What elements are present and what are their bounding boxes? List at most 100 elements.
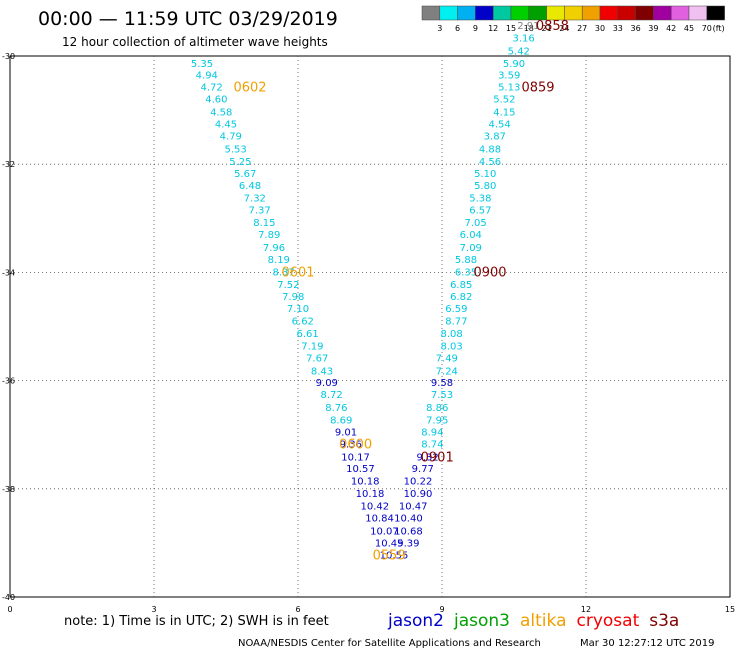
- wave-height-label: 7.89: [258, 230, 280, 241]
- legend-item-jason2: jason2: [387, 611, 444, 631]
- map-frame: [9, 55, 731, 598]
- color-bar-swatch: [475, 5, 494, 21]
- wave-height-label: 5.53: [224, 145, 246, 156]
- wave-height-label: 4.15: [493, 108, 515, 119]
- wave-height-label: 6.35: [455, 267, 477, 278]
- footer-timestamp: Mar 30 12:27:12 UTC 2019: [580, 638, 715, 649]
- wave-height-label: 6.57: [469, 206, 491, 217]
- wave-height-label: 5.67: [234, 169, 256, 180]
- color-bar-tick-label: 30: [595, 24, 605, 33]
- map-grid: [10, 56, 730, 597]
- wave-height-label: 5.80: [474, 181, 496, 192]
- color-bar-tick-label: 9: [473, 24, 478, 33]
- legend-item-jason3: jason3: [453, 611, 510, 631]
- color-bar-tick-label: 36: [631, 24, 641, 33]
- x-tick-label: 9: [439, 605, 444, 614]
- color-bar-tick-label: 6: [455, 24, 460, 33]
- wave-height-label: 6.59: [445, 304, 467, 315]
- wave-height-label: 9.39: [397, 538, 419, 549]
- color-bar-tick-label: 33: [613, 24, 623, 33]
- wave-height-label: 7.52: [277, 280, 299, 291]
- wave-height-label: 7.67: [306, 353, 328, 364]
- pass-time-labels: 0602 0601 0600 0559 0858 0859 0900 0901: [233, 19, 568, 563]
- wave-height-label: 6.82: [450, 292, 472, 303]
- color-bar-tick-label: 42: [666, 24, 676, 33]
- color-bar-legend: 3 6 9 12 15 18 21 24 27 30 33 36 39 42 45 70 (ft): [421, 5, 725, 33]
- color-bar-swatch: [457, 5, 476, 21]
- wave-height-label: 9.58: [431, 378, 453, 389]
- wave-height-label: 8.74: [421, 439, 443, 450]
- color-bar-tick-label: 3: [437, 24, 442, 33]
- y-tick-label: -40: [2, 593, 15, 602]
- wave-height-label: 4.56: [479, 157, 501, 168]
- y-tick-label: -32: [2, 160, 15, 169]
- wave-height-label: 7.09: [460, 243, 482, 254]
- color-bar-swatch: [653, 5, 672, 21]
- wave-height-label: 5.88: [455, 255, 477, 266]
- legend-item-altika: altika: [520, 611, 567, 631]
- color-bar-tick-label: 39: [648, 24, 658, 33]
- wave-height-label: 10.47: [399, 502, 428, 513]
- color-bar-tick-label: 45: [684, 24, 694, 33]
- wave-height-label: 3.87: [484, 132, 506, 143]
- wave-height-label: 10.84: [365, 513, 394, 524]
- wave-height-label: 10.42: [360, 502, 389, 513]
- color-bar-tick-label: 27: [577, 24, 587, 33]
- wave-height-label: 10.90: [404, 489, 433, 500]
- wave-height-label: 5.52: [493, 95, 515, 106]
- y-tick-label: -38: [2, 485, 15, 494]
- color-bar-swatch: [599, 5, 619, 21]
- color-bar-tick-label: 24: [559, 24, 569, 33]
- pass-time-label: 0858: [536, 19, 569, 34]
- wave-height-label: 8.69: [330, 416, 352, 427]
- wave-height-label: 10.17: [341, 452, 370, 463]
- pass-time-label: 0859: [521, 80, 554, 95]
- wave-height-label: 9.09: [316, 378, 338, 389]
- color-bar-swatch: [635, 5, 654, 21]
- wave-height-label: 5.90: [503, 59, 525, 70]
- pass-time-label: 0901: [421, 450, 454, 465]
- wave-height-label: 3.16: [512, 34, 534, 45]
- wave-height-label: 5.13: [498, 82, 520, 93]
- wave-height-label: 6.85: [450, 280, 472, 291]
- wave-height-label: 8.15: [253, 218, 275, 229]
- wave-height-label: 8.76: [325, 403, 347, 414]
- wave-height-label: 7.37: [248, 206, 270, 217]
- wave-height-label: 4.45: [215, 120, 237, 131]
- wave-height-label: 4.79: [220, 132, 242, 143]
- x-tick-label: 3: [151, 605, 156, 614]
- wave-height-label: 10.68: [394, 526, 423, 537]
- color-bar-tick-label: 12: [488, 24, 498, 33]
- wave-height-label: 7.98: [282, 292, 304, 303]
- pass-time-label: 0600: [339, 437, 372, 452]
- color-bar-tick-label: 18: [524, 24, 534, 33]
- wave-height-label: 4.60: [205, 95, 227, 106]
- footer-credit: NOAA/NESDIS Center for Satellite Applica…: [238, 638, 541, 649]
- color-bar-swatch: [564, 5, 583, 21]
- color-bar-swatch: [528, 5, 547, 21]
- color-bar-swatch: [492, 5, 512, 21]
- color-bar-swatch: [439, 5, 458, 21]
- wave-height-label: 8.77: [445, 317, 467, 328]
- wave-height-label: 5.10: [474, 169, 496, 180]
- wave-height-label: 9.32: [416, 452, 438, 463]
- wave-height-label: 6.04: [460, 230, 482, 241]
- satellite-legend: jason2 jason3 altika cryosat s3a: [387, 611, 679, 631]
- pass-time-label: 0559: [373, 548, 406, 563]
- color-bar-swatch: [706, 5, 725, 21]
- wave-height-label: 6.48: [239, 181, 261, 192]
- color-bar-tick-label: 15: [506, 24, 516, 33]
- wave-height-label: 7.49: [436, 353, 458, 364]
- wave-height-label: 7.32: [244, 194, 266, 205]
- legend-item-s3a: s3a: [649, 611, 679, 631]
- wave-height-label: 7.95: [426, 416, 448, 427]
- wave-height-label: 9.77: [412, 464, 434, 475]
- color-bar-unit: (ft): [713, 24, 725, 33]
- color-bar-swatch: [581, 5, 601, 21]
- y-tick-label: -34: [2, 268, 15, 277]
- wave-height-label: 10.22: [404, 477, 433, 488]
- pass-time-label: 0602: [233, 80, 266, 95]
- map-title: 00:00 — 11:59 UTC 03/29/2019: [38, 8, 338, 30]
- wave-height-label: 6.62: [292, 317, 314, 328]
- map-subtitle: 12 hour collection of altimeter wave hei…: [62, 35, 328, 49]
